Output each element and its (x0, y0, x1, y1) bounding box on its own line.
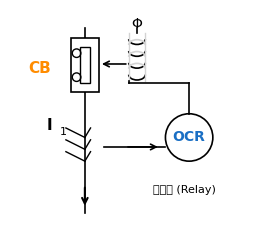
Text: CB: CB (28, 61, 51, 76)
Text: 1: 1 (60, 127, 67, 137)
Text: I: I (47, 118, 53, 133)
Text: Φ: Φ (132, 17, 142, 31)
Bar (80, 47, 90, 83)
Text: 판정부 (Relay): 판정부 (Relay) (153, 185, 216, 195)
Bar (71, 38, 99, 92)
Text: OCR: OCR (173, 130, 206, 145)
